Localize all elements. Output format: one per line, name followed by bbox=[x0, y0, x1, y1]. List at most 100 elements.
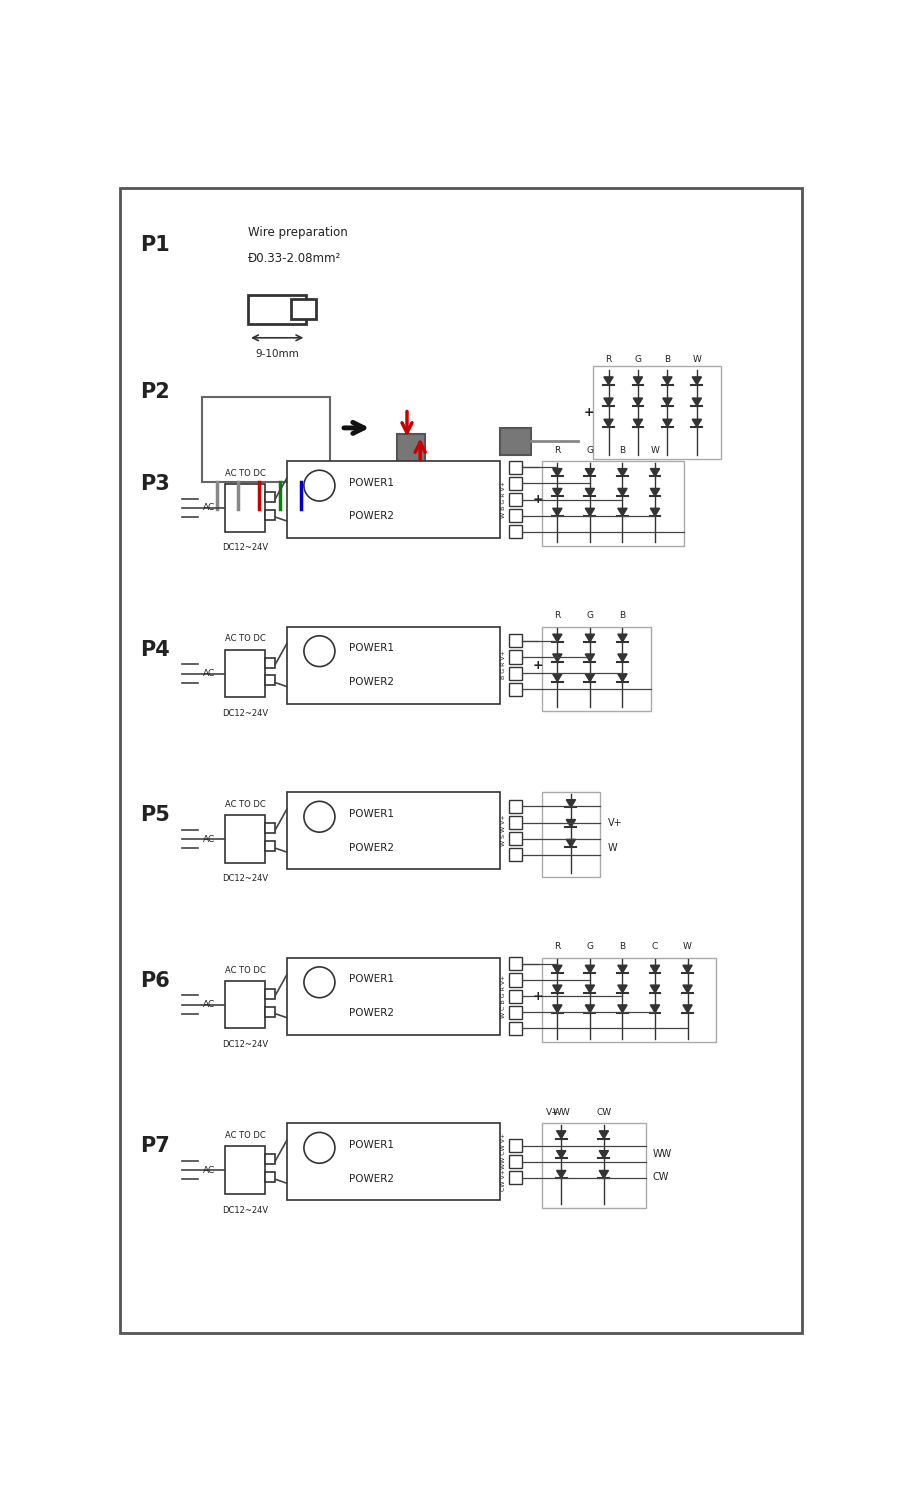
Bar bbox=[593, 366, 721, 459]
Text: POWER2: POWER2 bbox=[349, 1008, 394, 1018]
Bar bbox=[266, 492, 275, 501]
Polygon shape bbox=[617, 985, 627, 992]
Text: DC12~24V: DC12~24V bbox=[222, 544, 268, 553]
Text: POWER1: POWER1 bbox=[349, 477, 394, 488]
Bar bbox=[542, 626, 651, 711]
Text: P2: P2 bbox=[140, 381, 169, 402]
Bar bbox=[509, 667, 523, 679]
Bar bbox=[266, 1155, 275, 1164]
Text: R: R bbox=[606, 355, 612, 364]
Text: B: B bbox=[619, 446, 625, 455]
Polygon shape bbox=[553, 488, 562, 495]
Text: W: W bbox=[683, 943, 692, 952]
Text: G: G bbox=[587, 943, 593, 952]
Polygon shape bbox=[634, 419, 643, 426]
Polygon shape bbox=[585, 985, 595, 992]
Polygon shape bbox=[556, 1170, 566, 1178]
Polygon shape bbox=[651, 1005, 660, 1012]
Bar bbox=[225, 815, 266, 863]
Polygon shape bbox=[585, 468, 595, 476]
Text: B: B bbox=[619, 943, 625, 952]
Polygon shape bbox=[662, 376, 672, 384]
Bar bbox=[542, 958, 716, 1042]
Polygon shape bbox=[617, 1005, 627, 1012]
Bar bbox=[266, 511, 275, 520]
Bar bbox=[266, 1006, 275, 1017]
Text: AC: AC bbox=[203, 1166, 216, 1175]
Text: AC: AC bbox=[203, 503, 216, 512]
Bar bbox=[509, 1172, 523, 1184]
Polygon shape bbox=[566, 839, 576, 846]
Bar bbox=[287, 626, 500, 703]
Text: POWER2: POWER2 bbox=[349, 512, 394, 521]
Text: POWER2: POWER2 bbox=[349, 1173, 394, 1184]
Text: W B G R V+: W B G R V+ bbox=[501, 480, 506, 518]
Text: DC12~24V: DC12~24V bbox=[222, 1041, 268, 1050]
Text: DC12~24V: DC12~24V bbox=[222, 1206, 268, 1215]
Polygon shape bbox=[683, 1005, 692, 1012]
Polygon shape bbox=[683, 965, 692, 973]
Polygon shape bbox=[585, 634, 595, 642]
Polygon shape bbox=[585, 654, 595, 661]
Polygon shape bbox=[662, 419, 672, 426]
Bar bbox=[509, 634, 523, 648]
Text: G: G bbox=[634, 355, 642, 364]
Text: POWER1: POWER1 bbox=[349, 1140, 394, 1149]
Text: +: + bbox=[533, 658, 544, 672]
Bar bbox=[509, 682, 523, 696]
Text: +: + bbox=[533, 492, 544, 506]
Bar bbox=[542, 461, 684, 545]
Text: W S W V+: W S W V+ bbox=[501, 815, 506, 846]
Text: AC TO DC: AC TO DC bbox=[225, 1131, 266, 1140]
Polygon shape bbox=[651, 508, 660, 517]
Bar bbox=[509, 973, 523, 986]
Bar bbox=[509, 848, 523, 861]
Polygon shape bbox=[617, 965, 627, 973]
Polygon shape bbox=[585, 488, 595, 495]
Bar bbox=[509, 477, 523, 489]
Text: DC12~24V: DC12~24V bbox=[222, 875, 268, 884]
Polygon shape bbox=[651, 985, 660, 992]
Text: V+: V+ bbox=[608, 818, 622, 828]
Text: POWER1: POWER1 bbox=[349, 643, 394, 654]
Circle shape bbox=[304, 470, 335, 501]
Text: 9-10mm: 9-10mm bbox=[255, 348, 299, 358]
Bar bbox=[509, 651, 523, 664]
Polygon shape bbox=[566, 800, 576, 807]
Polygon shape bbox=[553, 985, 562, 992]
Text: POWER2: POWER2 bbox=[349, 678, 394, 687]
Bar bbox=[509, 800, 523, 813]
Text: WW: WW bbox=[652, 1149, 672, 1160]
Text: WW: WW bbox=[553, 1108, 570, 1117]
Text: AC TO DC: AC TO DC bbox=[225, 800, 266, 809]
Polygon shape bbox=[556, 1131, 566, 1139]
Bar bbox=[397, 434, 425, 467]
Bar bbox=[266, 989, 275, 998]
Polygon shape bbox=[585, 965, 595, 973]
Polygon shape bbox=[651, 468, 660, 476]
Text: C: C bbox=[652, 943, 658, 952]
Text: W: W bbox=[608, 842, 617, 852]
Text: POWER1: POWER1 bbox=[349, 974, 394, 985]
Polygon shape bbox=[585, 508, 595, 517]
Circle shape bbox=[304, 801, 335, 833]
Polygon shape bbox=[617, 488, 627, 495]
Text: R: R bbox=[554, 611, 561, 620]
Text: B G R V+: B G R V+ bbox=[501, 651, 506, 679]
Text: G: G bbox=[587, 611, 593, 620]
Bar bbox=[509, 989, 523, 1003]
Polygon shape bbox=[553, 1005, 562, 1012]
Bar bbox=[542, 792, 600, 876]
Bar bbox=[509, 1006, 523, 1020]
Bar bbox=[266, 824, 275, 833]
Text: AC: AC bbox=[203, 834, 216, 843]
Text: +: + bbox=[584, 407, 594, 419]
Bar bbox=[287, 792, 500, 869]
Text: P4: P4 bbox=[140, 640, 169, 660]
Polygon shape bbox=[683, 985, 692, 992]
Bar bbox=[287, 461, 500, 538]
Polygon shape bbox=[599, 1131, 608, 1139]
Text: W C B G R V+: W C B G R V+ bbox=[501, 974, 506, 1018]
Polygon shape bbox=[553, 654, 562, 661]
Polygon shape bbox=[604, 376, 613, 384]
